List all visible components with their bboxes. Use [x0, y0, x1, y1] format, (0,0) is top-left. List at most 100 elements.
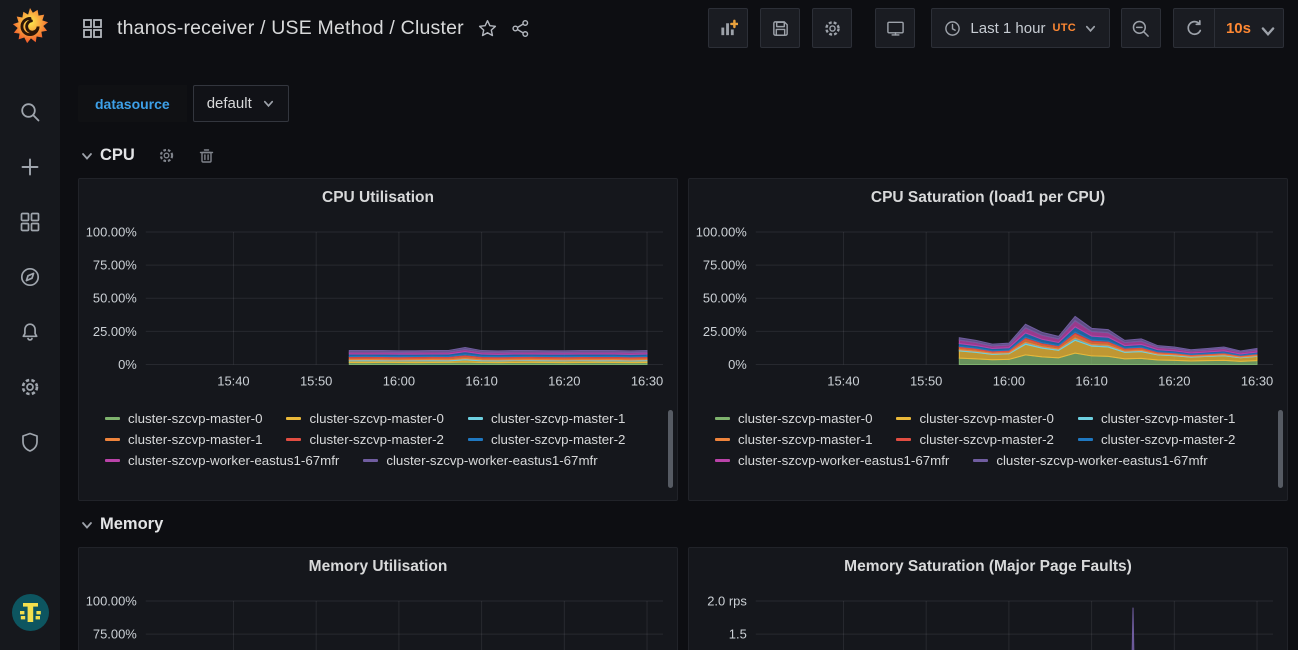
- svg-text:16:10: 16:10: [1075, 373, 1107, 388]
- svg-text:25.00%: 25.00%: [93, 324, 137, 339]
- sidebar: [0, 0, 60, 650]
- legend-color-dash: [715, 438, 730, 442]
- cpu-utilisation-chart[interactable]: 15:40 15:50 16:00 16:10 16:20 16:30 100.00% 75.…: [79, 217, 677, 408]
- row-delete-trash-icon[interactable]: [198, 147, 215, 164]
- datasource-dropdown[interactable]: default: [192, 85, 289, 122]
- zoom-out-time-button[interactable]: [1120, 8, 1161, 48]
- legend-label: cluster-szcvp-master-0: [738, 411, 873, 427]
- svg-text:16:00: 16:00: [993, 373, 1025, 388]
- memory-panel-row: Memory Utilisation 15:4015:5016:0016:101…: [78, 547, 1298, 650]
- panel-title[interactable]: CPU Saturation (load1 per CPU): [870, 189, 1106, 206]
- time-range-picker[interactable]: Last 1 hour UTC: [931, 8, 1110, 48]
- explore-compass-icon[interactable]: [19, 266, 41, 288]
- save-dashboard-button[interactable]: [760, 8, 801, 48]
- legend-item[interactable]: cluster-szcvp-master-1: [467, 411, 626, 427]
- legend-item[interactable]: cluster-szcvp-master-0: [105, 411, 262, 426]
- legend-color-dash: [105, 438, 120, 442]
- share-icon[interactable]: [511, 19, 530, 38]
- cpu-saturation-chart[interactable]: 15:40 15:50 16:00 16:10 16:20 16:30 100.00% 75.…: [689, 217, 1287, 408]
- dashboard-settings-button[interactable]: [812, 8, 853, 48]
- svg-text:0%: 0%: [118, 357, 137, 372]
- svg-text:25.00%: 25.00%: [703, 324, 747, 339]
- legend-color-dash: [467, 438, 483, 442]
- legend-label: cluster-szcvp-master-1: [490, 411, 626, 427]
- panel-title[interactable]: CPU Utilisation: [322, 189, 434, 206]
- panel-title[interactable]: Memory Saturation (Major Page Faults): [844, 558, 1132, 575]
- legend-wrap: cluster-szcvp-master-0 cluster-szcvp-mast…: [79, 408, 677, 489]
- refresh-interval-dropdown[interactable]: 10s: [1213, 9, 1283, 47]
- legend-item[interactable]: cluster-szcvp-master-0: [715, 411, 872, 426]
- svg-text:100.00%: 100.00%: [86, 224, 138, 239]
- variable-label: datasource: [78, 85, 187, 122]
- svg-text:15:50: 15:50: [300, 373, 332, 388]
- configuration-gear-icon[interactable]: [19, 376, 41, 398]
- legend-item[interactable]: cluster-szcvp-worker-eastus1-67mfr: [363, 453, 598, 468]
- legend-item[interactable]: cluster-szcvp-master-0: [896, 411, 1054, 426]
- legend-color-dash: [1077, 417, 1093, 421]
- legend-item[interactable]: cluster-szcvp-master-1: [715, 432, 872, 447]
- row-collapse-chevron-icon: [80, 518, 94, 532]
- dashboards-icon[interactable]: [19, 211, 41, 233]
- refresh-icon: [1187, 19, 1202, 35]
- svg-text:16:10: 16:10: [465, 373, 497, 388]
- cycle-view-tv-button[interactable]: [875, 8, 916, 48]
- admin-shield-icon[interactable]: [19, 431, 41, 453]
- legend-label: cluster-szcvp-worker-eastus1-67mfr: [738, 453, 950, 469]
- legend-item[interactable]: cluster-szcvp-master-1: [105, 432, 262, 447]
- search-icon[interactable]: [19, 101, 41, 123]
- legend-item[interactable]: cluster-szcvp-master-1: [1077, 411, 1236, 427]
- refresh-controls: 10s: [1172, 8, 1284, 48]
- legend-label: cluster-szcvp-worker-eastus1-67mfr: [128, 453, 340, 469]
- svg-text:0%: 0%: [728, 357, 747, 372]
- legend-label: cluster-szcvp-master-1: [738, 432, 873, 448]
- legend-scrollbar[interactable]: [1278, 410, 1283, 489]
- legend-color-dash: [286, 417, 302, 421]
- legend-item[interactable]: cluster-szcvp-master-0: [286, 411, 444, 426]
- legend-color-dash: [105, 417, 120, 421]
- panel-memory-utilisation: Memory Utilisation 15:4015:5016:0016:101…: [78, 547, 678, 650]
- legend-color-dash: [896, 417, 912, 421]
- grafana-logo[interactable]: [10, 5, 50, 49]
- datasource-value: default: [206, 95, 252, 112]
- dashboard-grid-icon[interactable]: [82, 18, 103, 39]
- svg-text:15:50: 15:50: [910, 373, 942, 388]
- row-header-memory[interactable]: Memory: [80, 515, 1298, 534]
- legend-color-dash: [105, 459, 120, 463]
- legend-color-dash: [363, 459, 379, 463]
- alerting-bell-icon[interactable]: [19, 321, 41, 343]
- svg-text:1.5: 1.5: [729, 627, 747, 642]
- legend-color-dash: [715, 459, 730, 463]
- legend-color-dash: [896, 438, 912, 442]
- legend-item[interactable]: cluster-szcvp-master-2: [896, 432, 1054, 447]
- chart-legend: cluster-szcvp-master-0 cluster-szcvp-mast…: [105, 411, 641, 468]
- legend-item[interactable]: cluster-szcvp-master-2: [467, 432, 626, 448]
- add-panel-button[interactable]: [708, 8, 749, 48]
- legend-item[interactable]: cluster-szcvp-worker-eastus1-67mfr: [973, 453, 1208, 468]
- refresh-button[interactable]: [1174, 9, 1214, 47]
- legend-scrollbar[interactable]: [668, 410, 673, 489]
- legend-item[interactable]: cluster-szcvp-worker-eastus1-67mfr: [105, 453, 339, 468]
- variables-submenu: datasource default: [78, 85, 1298, 122]
- legend-item[interactable]: cluster-szcvp-worker-eastus1-67mfr: [715, 453, 949, 468]
- row-settings-gear-icon[interactable]: [158, 147, 175, 164]
- legend-item[interactable]: cluster-szcvp-master-2: [1077, 432, 1235, 447]
- dashboard-content: datasource default CPU: [60, 56, 1298, 650]
- clock-icon: [945, 20, 961, 36]
- row-header-cpu[interactable]: CPU: [80, 146, 1298, 165]
- legend-color-dash: [286, 438, 302, 442]
- memory-utilisation-chart[interactable]: 15:4015:5016:0016:1016:2016:30100.00%75.…: [79, 586, 677, 650]
- chevron-down-icon: [1084, 22, 1097, 35]
- row-collapse-chevron-icon: [80, 149, 94, 163]
- favorite-star-icon[interactable]: [478, 19, 497, 38]
- legend-label: cluster-szcvp-master-2: [490, 432, 626, 448]
- user-avatar[interactable]: [11, 594, 49, 635]
- dashboard-title[interactable]: thanos-receiver / USE Method / Cluster: [117, 16, 464, 39]
- svg-text:2.0 rps: 2.0 rps: [707, 593, 747, 608]
- create-plus-icon[interactable]: [19, 156, 41, 178]
- timezone-label: UTC: [1052, 22, 1076, 34]
- legend-item[interactable]: cluster-szcvp-master-2: [286, 432, 444, 447]
- legend-label: cluster-szcvp-master-1: [1100, 411, 1236, 427]
- panel-title[interactable]: Memory Utilisation: [308, 558, 448, 575]
- legend-label: cluster-szcvp-master-1: [128, 432, 263, 448]
